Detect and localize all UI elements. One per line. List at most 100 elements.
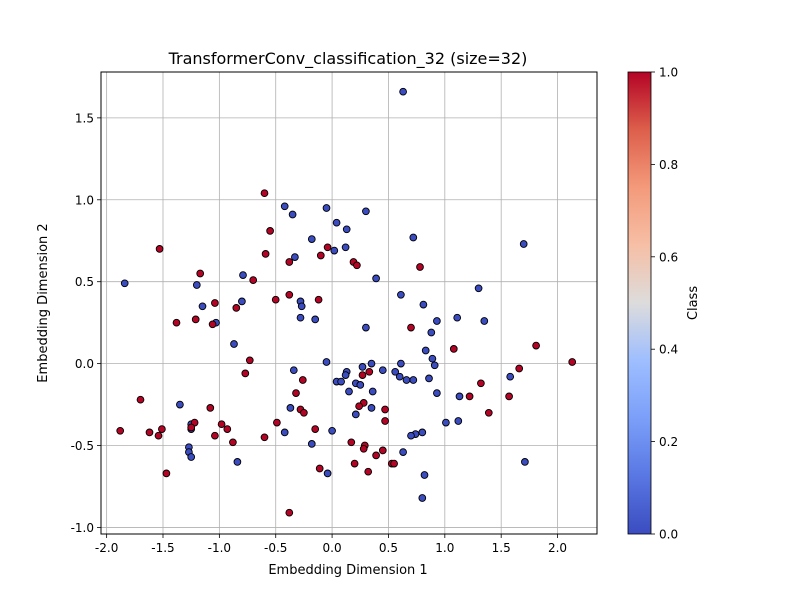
colorbar-tick-label: 0.0 xyxy=(659,528,678,542)
data-point-class-1 xyxy=(154,431,163,440)
data-point-class-1 xyxy=(315,464,324,473)
data-point-class-1 xyxy=(378,446,387,455)
x-axis-label: Embedding Dimension 1 xyxy=(268,563,427,578)
data-point-class-1 xyxy=(271,295,280,304)
data-point-class-0 xyxy=(341,371,350,379)
data-point-class-0 xyxy=(433,389,441,397)
data-point-class-0 xyxy=(372,274,380,283)
data-point-class-1 xyxy=(314,295,323,304)
data-point-class-0 xyxy=(397,359,405,368)
y-tick-label: 0.0 xyxy=(75,357,94,371)
data-point-class-1 xyxy=(347,438,356,447)
data-point-class-1 xyxy=(273,418,281,427)
data-point-class-0 xyxy=(341,243,350,252)
data-point-class-0 xyxy=(506,372,515,381)
data-point-class-0 xyxy=(198,302,207,311)
data-point-class-0 xyxy=(351,410,360,419)
data-point-class-0 xyxy=(233,458,242,466)
y-axis: -1.0 -0.5 0.0 0.5 1.0 1.5 xyxy=(71,111,101,535)
data-point-class-0 xyxy=(297,302,306,311)
data-point-class-0 xyxy=(454,417,463,425)
data-point-class-0 xyxy=(367,359,376,368)
data-point-class-0 xyxy=(418,428,427,437)
data-point-class-1 xyxy=(196,269,205,278)
data-point-class-1 xyxy=(223,425,232,433)
data-point-class-1 xyxy=(285,508,294,517)
data-point-class-0 xyxy=(418,494,427,502)
data-point-class-1 xyxy=(449,345,458,353)
x-tick-label: -0.5 xyxy=(264,541,287,555)
data-point-class-1 xyxy=(211,431,219,440)
data-point-class-1 xyxy=(350,459,359,468)
data-point-class-1 xyxy=(158,425,166,433)
data-point-class-0 xyxy=(430,361,439,370)
data-point-class-0 xyxy=(192,281,201,289)
data-point-class-1 xyxy=(211,299,219,307)
data-point-class-0 xyxy=(428,354,437,363)
data-point-class-0 xyxy=(442,418,450,427)
data-point-class-1 xyxy=(390,459,398,468)
data-point-class-0 xyxy=(362,323,370,332)
data-point-class-1 xyxy=(381,417,389,425)
data-point-class-1 xyxy=(249,276,258,284)
data-point-class-0 xyxy=(280,428,289,437)
x-tick-label: 0.0 xyxy=(323,541,342,555)
data-point-class-0 xyxy=(230,340,238,348)
data-point-class-1 xyxy=(285,258,294,266)
data-point-class-0 xyxy=(239,271,247,279)
data-point-class-1 xyxy=(136,395,145,404)
data-point-class-1 xyxy=(241,369,250,378)
data-point-class-0 xyxy=(455,392,464,401)
data-point-class-1 xyxy=(477,379,485,388)
data-point-class-1 xyxy=(208,320,217,329)
data-point-class-1 xyxy=(191,315,200,324)
data-point-class-0 xyxy=(425,374,433,383)
colorbar-label: Class xyxy=(686,286,701,320)
plot-area-frame xyxy=(100,71,598,535)
x-tick-label: -1.0 xyxy=(208,541,231,555)
data-point-class-0 xyxy=(409,376,418,384)
data-point-class-0 xyxy=(399,87,407,96)
data-point-class-0 xyxy=(519,240,528,248)
data-point-class-0 xyxy=(395,372,404,381)
colorbar xyxy=(627,71,652,535)
data-point-class-1 xyxy=(465,392,474,401)
data-point-class-0 xyxy=(296,313,305,322)
data-point-class-0 xyxy=(238,297,246,306)
data-point-class-0 xyxy=(453,313,462,322)
data-point-class-1 xyxy=(298,376,307,384)
data-point-class-0 xyxy=(286,404,295,412)
data-point-class-1 xyxy=(292,389,300,397)
data-point-class-1 xyxy=(532,341,540,350)
data-point-class-0 xyxy=(280,202,289,211)
chart-title: TransformerConv_classification_32 (size=… xyxy=(168,49,528,69)
data-point-class-1 xyxy=(416,263,424,271)
data-point-class-0 xyxy=(322,358,331,366)
data-point-class-1 xyxy=(261,250,270,258)
data-point-class-1 xyxy=(323,243,332,252)
data-point-class-0 xyxy=(358,363,367,371)
data-point-class-0 xyxy=(328,426,336,435)
data-point-class-1 xyxy=(364,467,373,476)
data-point-class-0 xyxy=(289,366,298,375)
data-point-class-1 xyxy=(217,420,226,429)
data-point-class-1 xyxy=(381,405,389,414)
data-point-class-0 xyxy=(521,458,529,466)
data-point-class-0 xyxy=(307,440,316,448)
data-point-class-0 xyxy=(176,400,184,409)
data-point-class-0 xyxy=(337,377,345,386)
data-point-class-1 xyxy=(372,451,380,460)
data-point-class-0 xyxy=(322,204,331,212)
data-point-class-0 xyxy=(342,225,351,234)
data-point-class-1 xyxy=(116,426,125,435)
data-point-class-1 xyxy=(568,358,577,366)
colorbar-tick-label: 0.6 xyxy=(659,250,678,264)
x-tick-label: -1.5 xyxy=(151,541,174,555)
y-tick-label: -1.0 xyxy=(71,521,94,535)
data-point-class-0 xyxy=(291,253,299,261)
data-point-class-1 xyxy=(232,304,241,312)
data-point-class-0 xyxy=(345,387,353,396)
y-tick-label: 1.5 xyxy=(75,111,94,125)
data-point-class-0 xyxy=(332,218,341,227)
